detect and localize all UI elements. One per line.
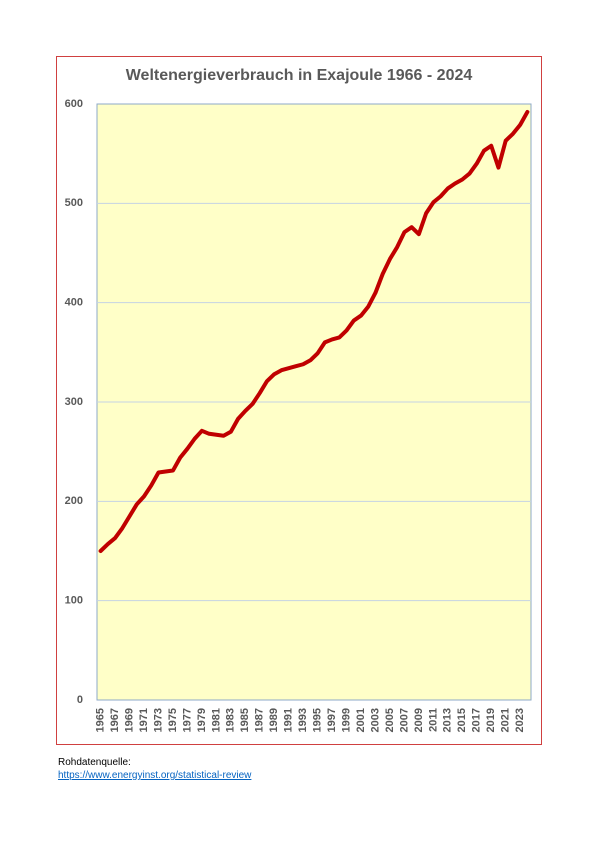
x-tick-label: 1971 [138, 708, 150, 732]
source-link[interactable]: https://www.energyinst.org/statistical-r… [58, 770, 252, 781]
x-tick-label: 2001 [355, 708, 367, 732]
chart: Weltenergieverbrauch in Exajoule 1966 - … [56, 56, 542, 745]
x-tick-label: 1993 [297, 708, 309, 732]
y-tick-label: 200 [65, 495, 83, 507]
x-tick-label: 2011 [427, 708, 439, 732]
x-tick-label: 1995 [312, 708, 324, 732]
x-tick-label: 2023 [514, 708, 526, 732]
data-line [98, 109, 530, 553]
x-tick-label: 2009 [413, 708, 425, 732]
y-tick-label: 400 [65, 297, 83, 309]
x-tick-label: 1981 [210, 708, 222, 732]
y-tick-label: 500 [65, 197, 83, 209]
x-tick-label: 1989 [268, 708, 280, 732]
chart-title: Weltenergieverbrauch in Exajoule 1966 - … [126, 67, 473, 84]
x-tick-label: 2019 [485, 708, 497, 732]
source-label: Rohdatenquelle: [58, 757, 131, 768]
x-tick-label: 2005 [384, 708, 396, 732]
x-tick-label: 2021 [500, 708, 512, 732]
x-tick-label: 2017 [471, 708, 483, 732]
x-tick-label: 1987 [254, 708, 266, 732]
x-tick-label: 1967 [109, 708, 121, 732]
x-tick-label: 2013 [442, 708, 454, 732]
x-tick-label: 2003 [369, 708, 381, 732]
x-tick-label: 1977 [181, 708, 193, 732]
y-tick-label: 300 [65, 396, 83, 408]
x-tick-label: 1979 [196, 708, 208, 732]
x-tick-label: 1985 [239, 708, 251, 732]
x-tick-label: 1997 [326, 708, 338, 732]
x-tick-label: 1999 [340, 708, 352, 732]
y-tick-label: 0 [77, 694, 83, 706]
x-tick-label: 1973 [152, 708, 164, 732]
x-tick-label: 1991 [283, 708, 295, 732]
x-tick-label: 1975 [167, 708, 179, 732]
x-tick-label: 1983 [225, 708, 237, 732]
x-tick-label: 2015 [456, 708, 468, 732]
x-tick-label: 2007 [398, 708, 410, 732]
x-tick-label: 1965 [95, 708, 107, 732]
x-tick-label: 1969 [123, 708, 135, 732]
y-tick-label: 600 [65, 98, 83, 110]
y-tick-label: 100 [65, 595, 83, 607]
